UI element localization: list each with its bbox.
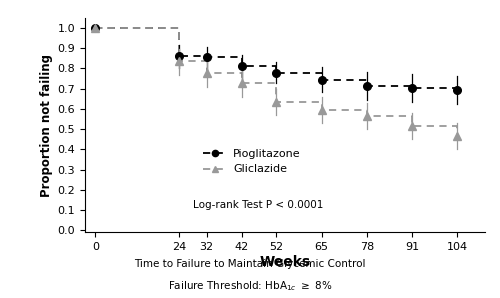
Y-axis label: Proportion not failing: Proportion not failing <box>40 54 54 197</box>
Text: Log-rank Test P < 0.0001: Log-rank Test P < 0.0001 <box>193 200 324 209</box>
Legend: Pioglitazone, Gliclazide: Pioglitazone, Gliclazide <box>198 145 305 179</box>
Text: Failure Threshold: HbA$_{1c}$ $\geq$ 8%: Failure Threshold: HbA$_{1c}$ $\geq$ 8% <box>168 279 332 293</box>
X-axis label: Weeks: Weeks <box>260 255 310 269</box>
Text: Time to Failure to Maintain Glycemic Control: Time to Failure to Maintain Glycemic Con… <box>134 259 366 269</box>
